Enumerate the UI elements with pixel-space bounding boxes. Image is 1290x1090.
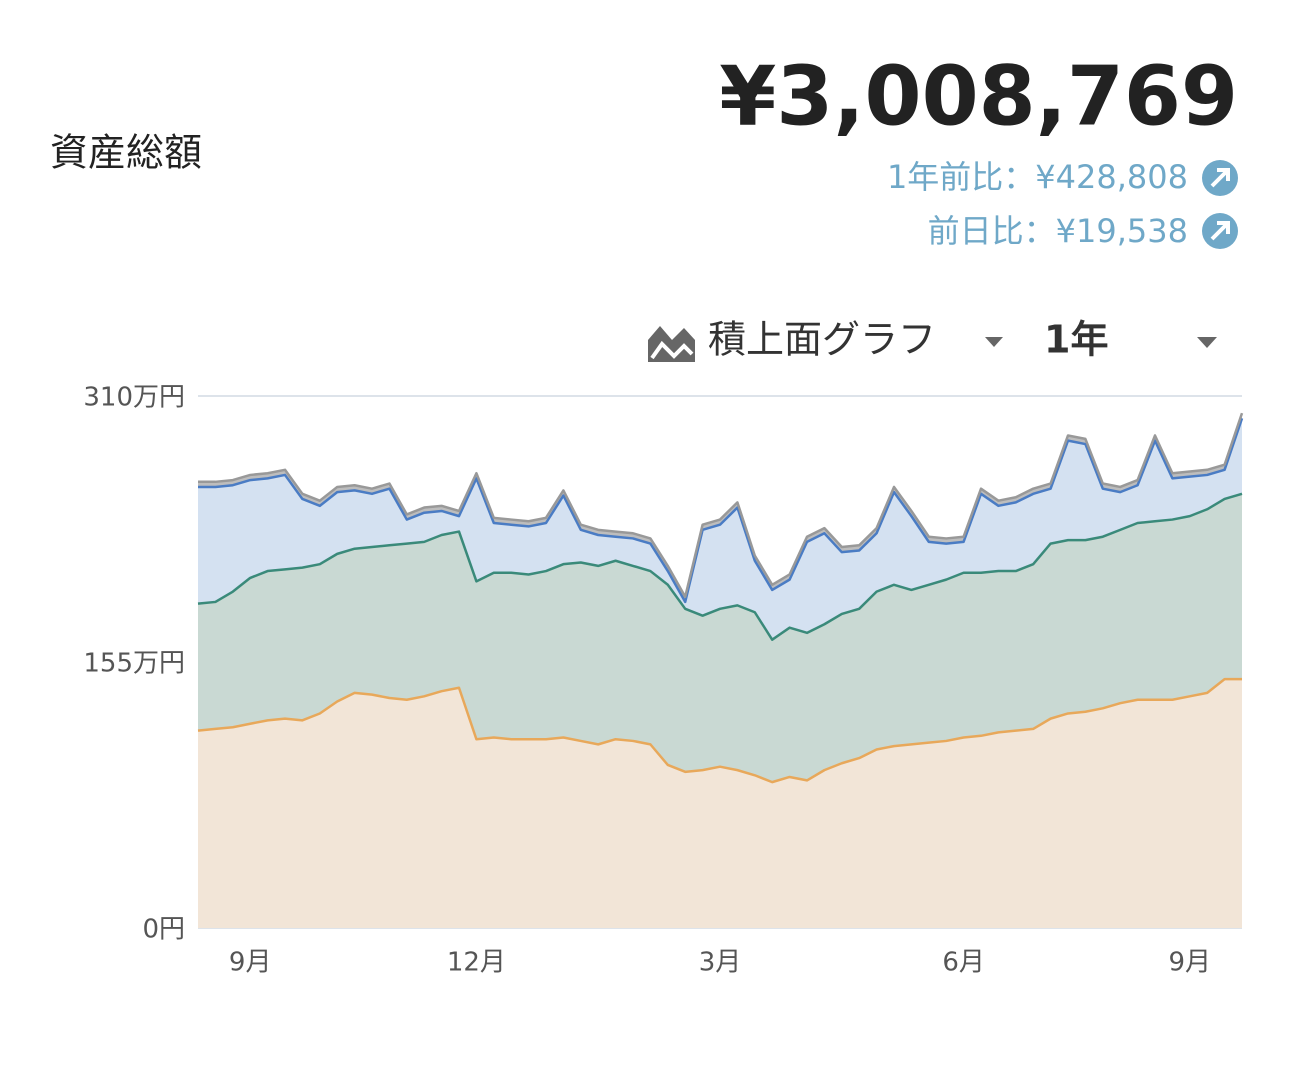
area-line xyxy=(197,677,1242,784)
change-year: 1年前比：¥428,808 xyxy=(887,158,1188,196)
chart-type-select[interactable]: 積上面グラフ xyxy=(708,318,936,362)
area-line xyxy=(197,492,1243,641)
x-tick-label: 9月 xyxy=(1169,948,1212,978)
up-icon xyxy=(1202,213,1238,249)
title: 資産総額 xyxy=(50,131,202,175)
area-line xyxy=(198,417,1244,604)
total: ¥3,008,769 xyxy=(719,49,1238,144)
area-fill xyxy=(198,679,1242,928)
up-icon xyxy=(1202,160,1238,196)
area-fill xyxy=(198,418,1242,640)
period-select[interactable]: 1年 xyxy=(1044,318,1108,362)
chart-type-icon xyxy=(648,326,695,362)
x-tick-label: 12月 xyxy=(447,948,506,978)
y-tick-label: 0円 xyxy=(142,915,185,945)
x-tick-label: 9月 xyxy=(229,948,272,978)
y-tick-label: 310万円 xyxy=(83,383,185,413)
y-tick-label: 155万円 xyxy=(83,649,185,679)
area-line xyxy=(198,412,1244,599)
x-tick-label: 6月 xyxy=(942,948,985,978)
dropdown-arrow[interactable] xyxy=(1197,337,1217,348)
change-day: 前日比：¥19,538 xyxy=(928,212,1188,250)
x-tick-label: 3月 xyxy=(699,948,742,978)
area-fill xyxy=(198,493,1242,783)
dropdown-arrow[interactable] xyxy=(985,337,1003,347)
